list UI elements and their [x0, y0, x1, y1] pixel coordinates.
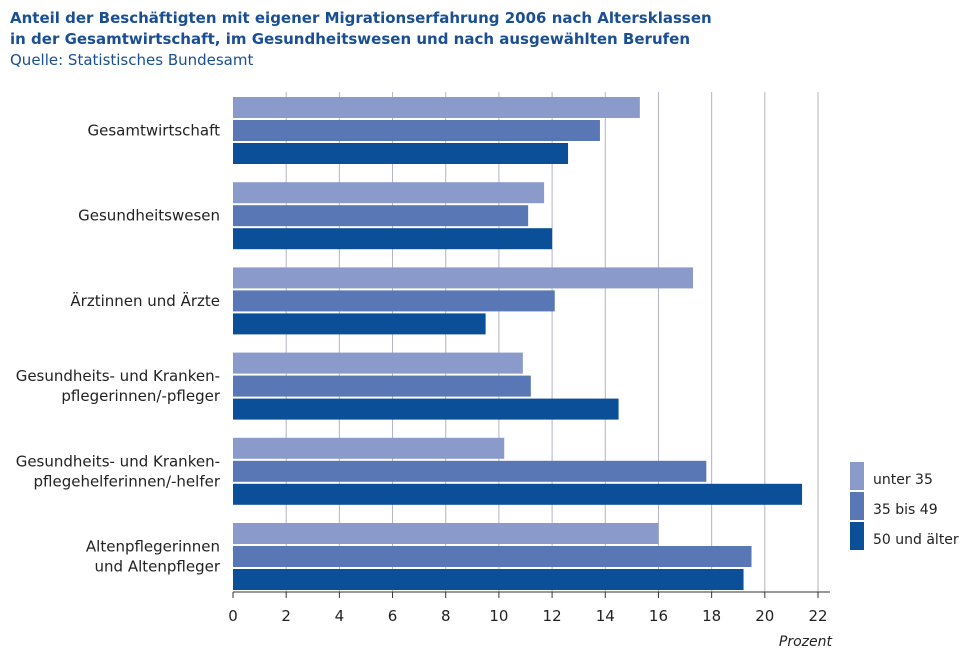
category-labels: Gesamtwirtschaft Gesundheitswesen Ärztinne…	[16, 122, 221, 576]
x-tick-label: 10	[489, 607, 508, 625]
bar	[233, 290, 555, 312]
x-tick-label: 0	[228, 607, 238, 625]
bar	[233, 569, 744, 590]
chart-title-block: Anteil der Beschäftigten mit eigener Mig…	[10, 8, 950, 71]
x-tick-label: 22	[808, 607, 827, 625]
category-label: Gesamtwirtschaft	[88, 122, 221, 140]
bar	[233, 460, 707, 482]
legend: unter 35 35 bis 49 50 und älter	[850, 462, 959, 550]
legend-label: 50 und älter	[873, 532, 959, 548]
x-tick-label: 20	[755, 607, 774, 625]
legend-label: unter 35	[873, 472, 933, 488]
bar	[233, 143, 569, 164]
bar	[233, 120, 600, 141]
legend-swatch	[850, 522, 864, 550]
category-label: Gesundheits- und Kranken-	[16, 367, 220, 385]
bar	[233, 352, 523, 374]
category-label: Ärztinnen und Ärzte	[70, 291, 220, 310]
bar	[233, 375, 531, 397]
bar	[233, 267, 694, 289]
bar	[233, 182, 545, 204]
x-tick-label: 2	[281, 607, 291, 625]
bar	[233, 97, 640, 118]
legend-swatch	[850, 462, 864, 490]
x-tick-label: 8	[441, 607, 451, 625]
bar	[233, 523, 659, 544]
bar	[233, 313, 486, 335]
x-tick-label: 18	[702, 607, 721, 625]
x-tick-label: 14	[596, 607, 615, 625]
chart-title-line-2: in der Gesamtwirtschaft, im Gesundheitsw…	[10, 30, 690, 48]
x-axis-label: Prozent	[779, 634, 833, 650]
chart-source: Quelle: Statistisches Bundesamt	[10, 51, 254, 69]
bar-layer	[233, 97, 803, 590]
legend-label: 35 bis 49	[873, 502, 938, 518]
category-label: und Altenpfleger	[95, 558, 221, 576]
chart-title-line-1: Anteil der Beschäftigten mit eigener Mig…	[10, 9, 712, 27]
bar	[233, 398, 619, 420]
x-axis: 0 2 4 6 8 10 12 14 16 18 20 22 Prozent	[228, 591, 833, 650]
category-label: Gesundheitswesen	[78, 207, 220, 225]
category-label: Gesundheits- und Kranken-	[16, 452, 220, 470]
bar	[233, 205, 529, 227]
bar	[233, 546, 752, 567]
category-label: pflegerinnen/-pfleger	[61, 387, 220, 405]
category-label: Altenpflegerinnen	[86, 538, 220, 556]
legend-swatch	[850, 492, 864, 520]
bar	[233, 228, 553, 250]
x-tick-label: 12	[543, 607, 562, 625]
x-tick-label: 4	[335, 607, 345, 625]
bar	[233, 437, 505, 459]
grid-layer	[285, 92, 819, 592]
category-label: pflegehelferinnen/-helfer	[34, 472, 221, 490]
x-tick-label: 16	[649, 607, 668, 625]
x-tick-label: 6	[388, 607, 398, 625]
bar	[233, 483, 803, 505]
